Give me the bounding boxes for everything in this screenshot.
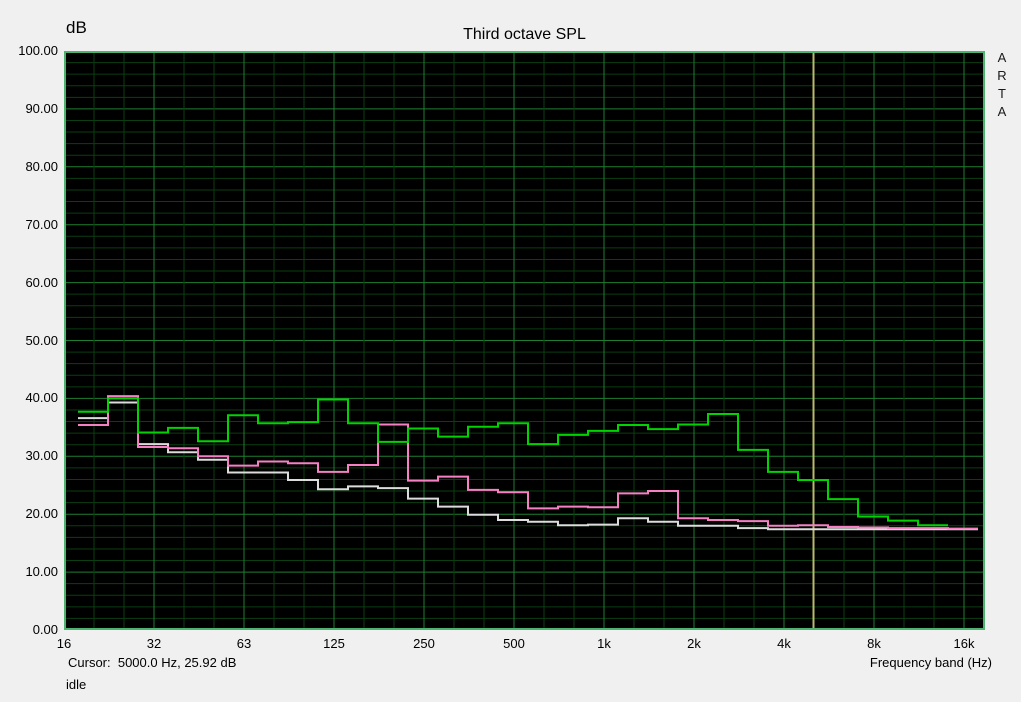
y-tick-label: 80.00 xyxy=(25,158,58,174)
arta-watermark: A R T A xyxy=(997,50,1007,119)
y-axis-unit-label: dB xyxy=(66,18,87,37)
trace-white xyxy=(78,401,978,531)
y-tick-label: 30.00 xyxy=(25,448,58,464)
cursor-readout: Cursor: 5000.0 Hz, 25.92 dB xyxy=(68,655,237,670)
x-tick-label: 2k xyxy=(687,636,701,651)
x-tick-label: 1k xyxy=(597,636,611,651)
x-tick-label: 16k xyxy=(953,636,975,651)
y-tick-label: 0.00 xyxy=(32,622,58,637)
x-tick-label: 32 xyxy=(146,636,162,651)
plot-border xyxy=(64,51,985,630)
trace-green xyxy=(78,397,948,527)
y-tick-label: 90.00 xyxy=(25,100,58,116)
y-tick-label: 20.00 xyxy=(25,506,58,522)
x-tick-label: 16 xyxy=(56,636,72,651)
y-tick-label: 40.00 xyxy=(25,390,58,406)
x-tick-label: 63 xyxy=(236,636,252,651)
x-tick-label: 8k xyxy=(867,636,881,651)
y-tick-label: 70.00 xyxy=(25,216,58,232)
chart-title: Third octave SPL xyxy=(463,26,586,43)
x-tick-label: 250 xyxy=(413,636,435,651)
y-tick-label: 10.00 xyxy=(25,564,58,580)
x-tick-label: 500 xyxy=(503,636,525,651)
y-tick-label: 50.00 xyxy=(25,332,58,348)
trace-pink xyxy=(78,395,978,530)
y-tick-label: 60.00 xyxy=(25,274,58,290)
status-mode-text: idle xyxy=(66,677,87,692)
x-tick-label: 125 xyxy=(323,636,345,651)
y-tick-label: 100.00 xyxy=(18,43,58,58)
x-axis-title: Frequency band (Hz) xyxy=(869,655,992,670)
x-tick-label: 4k xyxy=(777,636,791,651)
spl-plot-area[interactable] xyxy=(64,51,985,630)
